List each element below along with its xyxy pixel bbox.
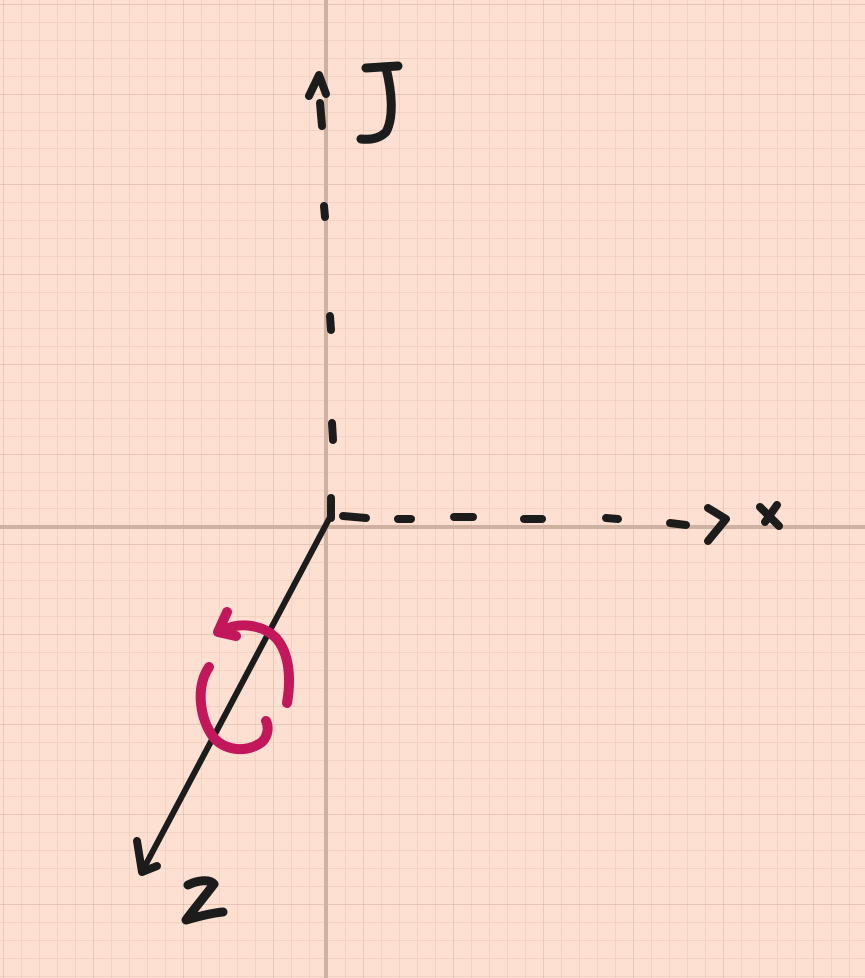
z-axis-line bbox=[142, 516, 332, 869]
y-axis-dash bbox=[320, 202, 329, 221]
rotation-arrow-back-arc bbox=[216, 620, 295, 708]
rotation-arrow-front-arc bbox=[195, 662, 273, 754]
y-axis-dash bbox=[326, 312, 335, 334]
x-axis-arrowhead bbox=[704, 504, 730, 545]
z-axis-arrowhead bbox=[133, 837, 161, 876]
y-axis-dash bbox=[316, 99, 326, 130]
z-axis: z bbox=[133, 516, 332, 925]
x-axis-dash bbox=[666, 519, 690, 529]
rotation-arrow bbox=[195, 607, 295, 754]
y-axis-arrowhead bbox=[305, 71, 330, 100]
x-axis-dash bbox=[602, 514, 622, 523]
y-axis: y bbox=[305, 61, 403, 522]
rotation-arrowhead bbox=[213, 607, 241, 641]
z-axis-label-glyph bbox=[181, 876, 228, 925]
x-axis-dash bbox=[339, 512, 370, 522]
y-axis-label-glyph bbox=[356, 61, 403, 144]
x-axis-label-glyph bbox=[756, 501, 783, 530]
y-axis-dash bbox=[328, 419, 337, 444]
x-axis: x bbox=[339, 501, 783, 545]
